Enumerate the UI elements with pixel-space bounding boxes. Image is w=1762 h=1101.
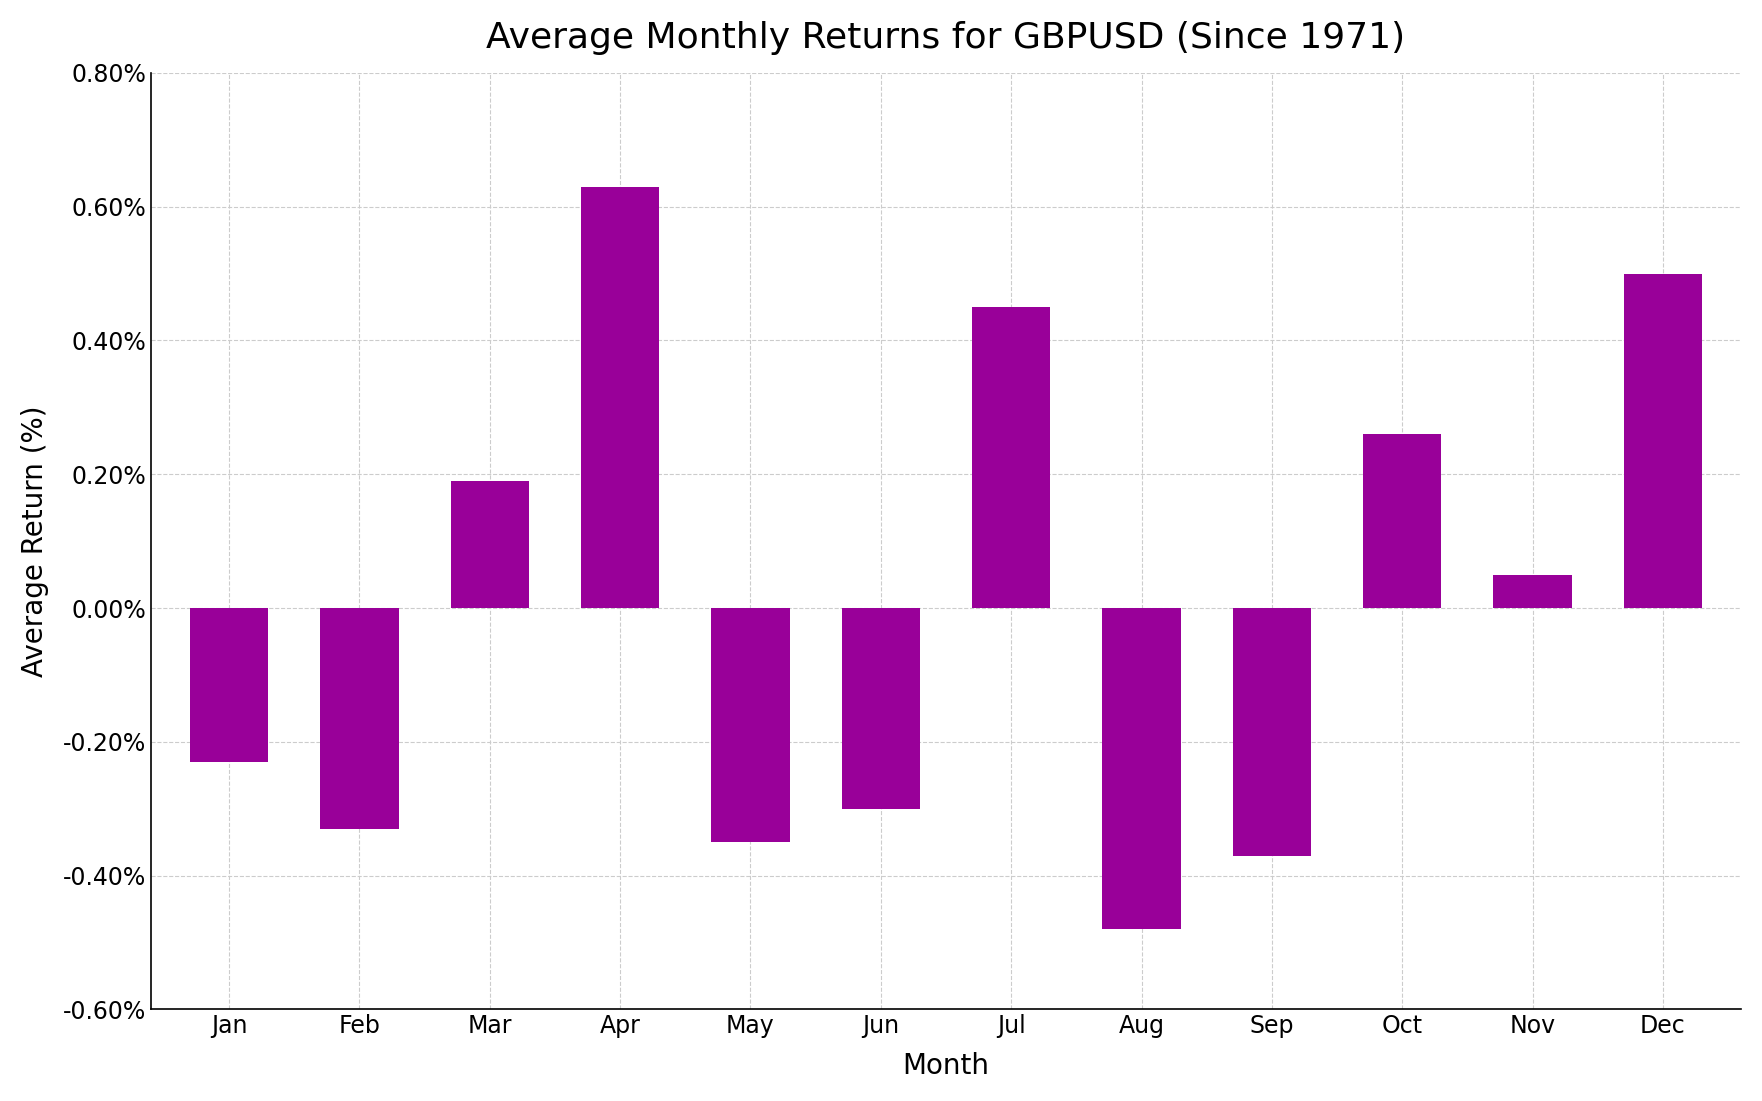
Bar <box>842 608 920 809</box>
Bar <box>1233 608 1311 855</box>
Bar <box>451 481 529 608</box>
Y-axis label: Average Return (%): Average Return (%) <box>21 405 49 677</box>
Bar <box>1103 608 1181 929</box>
Bar <box>712 608 789 842</box>
Title: Average Monthly Returns for GBPUSD (Since 1971): Average Monthly Returns for GBPUSD (Sinc… <box>486 21 1406 55</box>
Bar <box>321 608 398 829</box>
Bar <box>973 307 1050 608</box>
Bar <box>581 186 659 608</box>
Bar <box>1364 434 1441 608</box>
X-axis label: Month: Month <box>902 1053 990 1080</box>
Bar <box>1625 273 1702 608</box>
Bar <box>1494 575 1572 608</box>
Bar <box>190 608 268 762</box>
